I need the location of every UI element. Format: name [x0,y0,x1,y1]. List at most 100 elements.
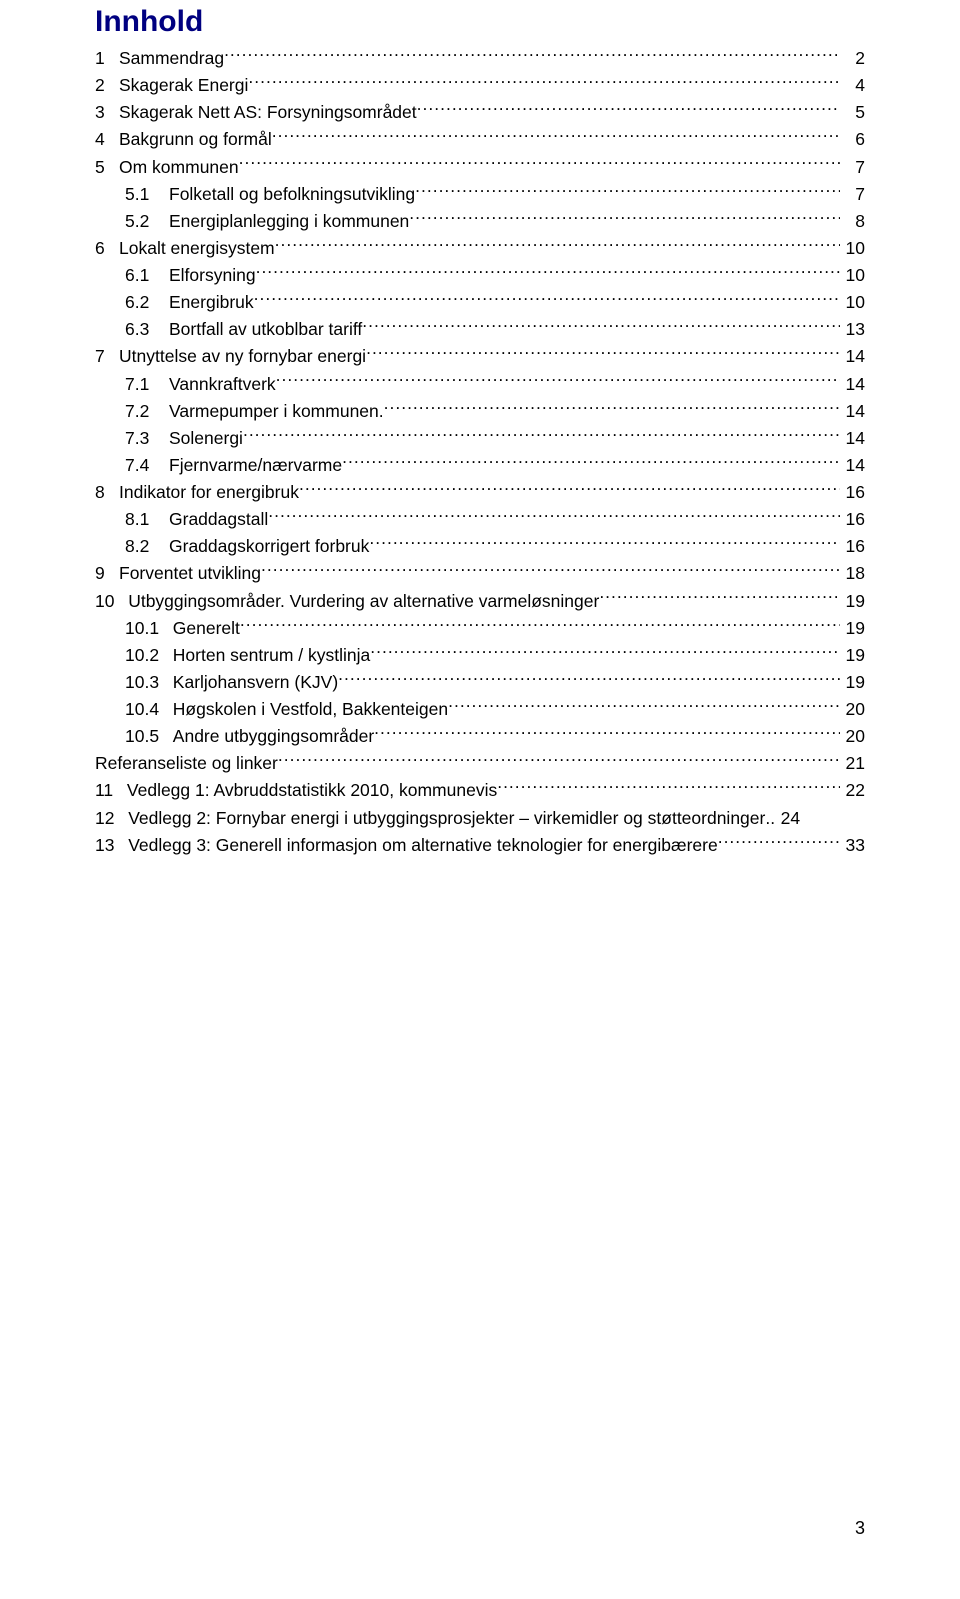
toc-entry-page: 6 [840,126,865,153]
toc-entry: 10.5 Andre utbyggingsområder20 [95,723,865,750]
toc-entry: 8.1 Graddagstall16 [95,506,865,533]
toc-entry-label: Energiplanlegging i kommunen [169,208,409,235]
toc-entry-dots [272,128,840,146]
toc-entry-label: Vannkraftverk [169,371,276,398]
table-of-contents: 1 Sammendrag22 Skagerak Energi43 Skagera… [95,45,865,859]
toc-entry-page: 10 [840,235,865,262]
toc-entry-dots [248,74,840,92]
toc-entry-page: 8 [840,208,865,235]
toc-entry-dots [599,589,840,607]
toc-entry-dots [369,535,840,553]
toc-entry-number: 8 [95,479,119,506]
toc-entry: 11 Vedlegg 1: Avbruddstatistikk 2010, ko… [95,777,865,804]
toc-entry-label: Fjernvarme/nærvarme [169,452,342,479]
toc-entry-dots [261,562,840,580]
toc-entry: 10.3 Karljohansvern (KJV)19 [95,669,865,696]
toc-entry-label: Energibruk [169,289,254,316]
toc-entry-number: 10 [95,588,128,615]
toc-entry-page: 13 [840,316,865,343]
page-number: 3 [855,1518,865,1539]
toc-entry-number: 10.4 [125,696,173,723]
toc-entry-page: 33 [840,832,865,859]
toc-entry-dots [256,264,840,282]
toc-entry-label: Vedlegg 1: Avbruddstatistikk 2010, kommu… [127,777,497,804]
toc-entry-label: Solenergi [169,425,243,452]
toc-entry: 7 Utnyttelse av ny fornybar energi14 [95,343,865,370]
toc-entry-dots [275,236,840,254]
toc-entry-page: 18 [840,560,865,587]
toc-entry-label: Indikator for energibruk [119,479,299,506]
toc-entry: 12 Vedlegg 2: Fornybar energi i utbyggin… [95,805,865,832]
toc-entry-label: Høgskolen i Vestfold, Bakkenteigen [173,696,448,723]
toc-entry-dots [338,670,840,688]
toc-entry-dots [278,752,840,770]
toc-entry-page: 7 [840,154,865,181]
toc-entry-label: Om kommunen [119,154,239,181]
toc-entry-page: 5 [840,99,865,126]
toc-entry: 5 Om kommunen 7 [95,154,865,181]
document-page: Innhold 1 Sammendrag22 Skagerak Energi43… [0,0,960,1599]
toc-entry-dots [276,372,840,390]
toc-entry: 5.2 Energiplanlegging i kommunen8 [95,208,865,235]
toc-entry-dots [362,318,840,336]
toc-entry: 4 Bakgrunn og formål 6 [95,126,865,153]
toc-entry-label: Vedlegg 2: Fornybar energi i utbyggingsp… [128,805,765,832]
toc-entry: 10.4 Høgskolen i Vestfold, Bakkenteigen2… [95,696,865,723]
toc-entry-number: 8.2 [125,533,169,560]
toc-entry-label: Bakgrunn og formål [119,126,272,153]
toc-entry-dots [374,725,840,743]
toc-entry-label: Skagerak Energi [119,72,248,99]
toc-entry-dots [299,481,840,499]
toc-entry: 9 Forventet utvikling18 [95,560,865,587]
toc-entry-number: 7.2 [125,398,169,425]
toc-entry-label: Karljohansvern (KJV) [173,669,338,696]
toc-entry: 6 Lokalt energisystem 10 [95,235,865,262]
toc-entry: 2 Skagerak Energi4 [95,72,865,99]
toc-entry-dots [384,399,840,417]
toc-entry-page: 14 [840,371,865,398]
toc-entry: 7.2 Varmepumper i kommunen. 14 [95,398,865,425]
toc-entry-page: 19 [840,588,865,615]
toc-entry-number: 4 [95,126,119,153]
toc-entry-label: Generelt [173,615,240,642]
toc-entry-number: 12 [95,805,128,832]
toc-entry-page: 7 [840,181,865,208]
toc-entry-number: 6 [95,235,119,262]
toc-entry-page: 14 [840,398,865,425]
toc-entry-dots [224,47,840,65]
toc-entry-dots [239,155,840,173]
toc-entry-number: 6.1 [125,262,169,289]
toc-entry-page: 16 [840,533,865,560]
toc-entry-number: 5 [95,154,119,181]
toc-entry-page: 14 [840,452,865,479]
toc-entry: 7.3 Solenergi14 [95,425,865,452]
toc-entry: 10.1 Generelt19 [95,615,865,642]
toc-entry: 1 Sammendrag2 [95,45,865,72]
toc-entry-number: 7.1 [125,371,169,398]
toc-entry-label: Andre utbyggingsområder [173,723,374,750]
toc-entry-label: Lokalt energisystem [119,235,275,262]
toc-entry-page: 24 [775,805,800,832]
toc-entry-page: 19 [840,615,865,642]
toc-entry-number: 5.1 [125,181,169,208]
toc-entry-number: 1 [95,45,119,72]
toc-entry-number: 3 [95,99,119,126]
toc-entry-number: 13 [95,832,128,859]
toc-entry: 7.1 Vannkraftverk 14 [95,371,865,398]
toc-entry-label: Forventet utvikling [119,560,261,587]
toc-entry-label: Varmepumper i kommunen. [169,398,384,425]
toc-entry-number: 7 [95,343,119,370]
toc-entry-label: Horten sentrum / kystlinja [173,642,370,669]
toc-entry: 5.1 Folketall og befolkningsutvikling7 [95,181,865,208]
toc-entry-number: 6.3 [125,316,169,343]
toc-entry-label: Utnyttelse av ny fornybar energi [119,343,366,370]
toc-entry-page: 10 [840,262,865,289]
toc-title: Innhold [95,5,865,39]
toc-entry: 6.3 Bortfall av utkoblbar tariff13 [95,316,865,343]
toc-entry-dots [366,345,840,363]
toc-entry-page: 22 [840,777,865,804]
toc-entry: 8 Indikator for energibruk16 [95,479,865,506]
toc-entry-number: 6.2 [125,289,169,316]
toc-entry-page: 21 [840,750,865,777]
toc-entry-dots [448,698,840,716]
